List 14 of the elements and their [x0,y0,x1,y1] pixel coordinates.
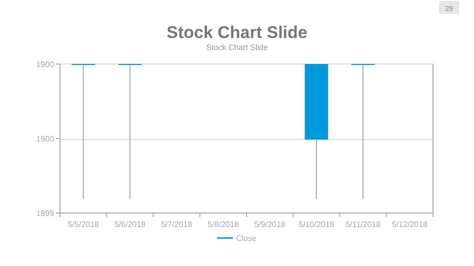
x-tick-label: 5/5/2018 [68,220,100,229]
chart-subtitle: Stock Chart Slide [206,43,268,52]
x-tick-label: 5/11/2018 [346,220,382,229]
chart-title: Stock Chart Slide [166,23,308,42]
x-tick-label: 5/7/2018 [160,220,193,229]
x-tick-label: 5/6/2018 [114,220,146,229]
text: 1900 [36,134,55,144]
text: 1899 [36,209,55,218]
x-tick-label: 5/10/2018 [298,220,335,229]
x-tick-label: 5/8/2018 [208,220,240,229]
x-tick-label: 5/12/2018 [392,220,428,229]
legend-label: Close [236,234,258,243]
x-tick-label: 5/9/2018 [254,220,286,229]
text: 1900 [36,60,55,69]
